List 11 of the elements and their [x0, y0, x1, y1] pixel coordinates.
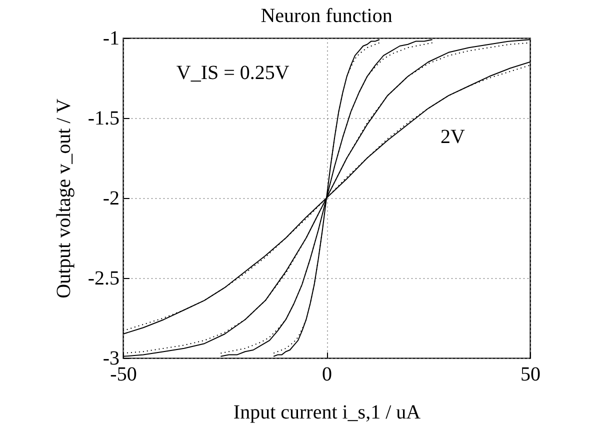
- chart-title: Neuron function: [260, 5, 392, 27]
- x-axis-title: Input current i_s,1 / uA: [233, 402, 422, 424]
- x-tick-label: 50: [520, 364, 540, 386]
- annotation: V_IS = 0.25V: [176, 62, 290, 84]
- y-axis-title: Output voltage v_out / V: [52, 98, 75, 298]
- x-tick-label: 0: [322, 364, 332, 386]
- y-tick-label: -2.5: [88, 268, 120, 290]
- annotation: 2V: [440, 126, 466, 148]
- y-tick-label: -1: [102, 28, 120, 50]
- y-tick-label: -2: [102, 188, 120, 210]
- y-tick-label: -1.5: [88, 108, 120, 130]
